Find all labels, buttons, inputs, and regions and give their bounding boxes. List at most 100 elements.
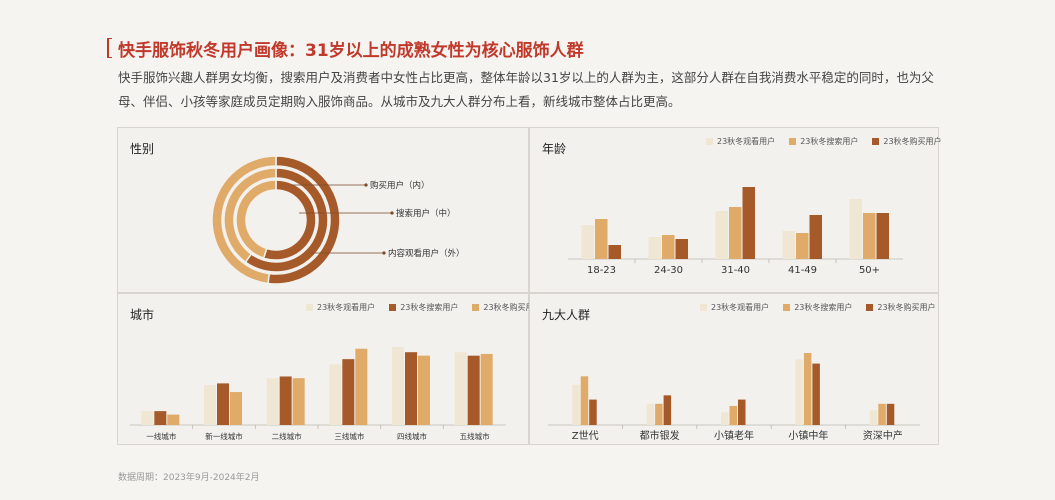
legend-item: 23秋冬购买用户 <box>472 302 542 313</box>
legend-label: 23秋冬购买用户 <box>883 137 942 146</box>
bar <box>392 347 404 425</box>
annotation-marker <box>382 251 386 255</box>
x-tick-label: 18-23 <box>587 265 616 276</box>
bar <box>572 384 580 425</box>
x-tick-label: 一线城市 <box>146 431 176 441</box>
page-title: 快手服饰秋冬用户画像：31岁以上的成熟女性为核心服饰人群 <box>118 41 584 61</box>
x-tick-label: Z世代 <box>572 430 599 442</box>
legend-item: 23秋冬观看用户 <box>700 302 769 313</box>
x-tick-label: 小镇老年 <box>714 429 754 442</box>
legend-item: 23秋冬搜索用户 <box>783 302 852 313</box>
bar <box>266 378 279 425</box>
donut-slice <box>211 155 277 285</box>
bar <box>154 411 167 425</box>
legend-item: 23秋冬购买用户 <box>872 136 942 147</box>
data-period-note: 数据周期：2023年9月-2024年2月 <box>118 473 260 483</box>
bar <box>480 353 493 425</box>
legend-swatch <box>783 304 791 311</box>
ring-label: 购买用户（内） <box>370 180 430 191</box>
age-bar-chart: 18-23 24-30 31-40 41-49 50+ <box>568 187 903 276</box>
bar <box>863 213 876 259</box>
x-tick-label: 41-49 <box>788 265 817 276</box>
bar <box>581 225 594 259</box>
legend-label: 23秋冬观看用户 <box>717 137 776 146</box>
x-tick-label: 四线城市 <box>397 431 427 441</box>
x-tick-label: 小镇中年 <box>788 429 828 442</box>
page-description: 快手服饰兴趣人群男女均衡，搜索用户及消费者中女性占比更高，整体年龄以31岁以上的… <box>118 70 934 109</box>
bar <box>655 403 663 425</box>
legend-swatch <box>389 304 397 311</box>
bar <box>454 352 467 425</box>
bar <box>648 237 661 259</box>
donut-slice <box>223 167 277 264</box>
age-panel: 年龄 23秋冬观看用户 23秋冬搜索用户 23秋冬购买用户 18-23 24-30… <box>529 127 942 293</box>
legend-item: 23秋冬购买用户 <box>866 302 936 313</box>
legend-swatch <box>706 138 713 145</box>
bar <box>876 213 889 259</box>
legend-item: 23秋冬搜索用户 <box>389 302 458 313</box>
bar <box>662 235 675 259</box>
bar <box>878 403 886 425</box>
gender-donut-chart: 购买用户（内） 搜索用户（中） 内容观看用户（外） <box>211 155 465 285</box>
bar <box>418 355 430 425</box>
bar <box>886 403 895 425</box>
bar <box>729 207 742 259</box>
legend-swatch <box>700 304 707 311</box>
x-tick-label: 三线城市 <box>334 431 364 441</box>
bar <box>646 403 655 425</box>
legend-label: 23秋冬观看用户 <box>711 303 770 312</box>
bar <box>608 245 621 259</box>
bar <box>329 364 342 425</box>
legend-swatch <box>789 138 797 145</box>
legend-label: 23秋冬搜索用户 <box>794 303 853 312</box>
groups-bar-chart: Z世代 都市银发 小镇老年 小镇中年 资深中产 <box>548 353 920 442</box>
bar <box>167 414 180 425</box>
x-tick-label: 50+ <box>859 265 880 276</box>
legend-item: 23秋冬观看用户 <box>706 136 775 147</box>
x-tick-label: 24-30 <box>654 265 683 276</box>
x-tick-label: 二线城市 <box>272 431 302 441</box>
title-accent-bar <box>107 38 112 58</box>
bar <box>279 376 292 425</box>
ring-label: 内容观看用户（外） <box>388 248 465 259</box>
x-tick-label: 新一线城市 <box>205 431 243 441</box>
city-bar-chart: 一线城市 新一线城市 二线城市 三线城市 四线城市 五线城市 <box>130 347 506 441</box>
legend-label: 23秋冬观看用户 <box>317 303 376 312</box>
legend-swatch <box>472 304 480 311</box>
age-title: 年龄 <box>542 142 567 156</box>
legend-item: 23秋冬观看用户 <box>306 302 375 313</box>
x-tick-label: 五线城市 <box>460 431 490 441</box>
city-title: 城市 <box>130 308 155 322</box>
groups-panel: 九大人群 23秋冬观看用户 23秋冬搜索用户 23秋冬购买用户 Z世代 都市银发 小… <box>529 293 939 445</box>
city-panel: 城市 23秋冬观看用户 23秋冬搜索用户 23秋冬购买用户 一线城市 新一线城市 二… <box>117 293 542 445</box>
legend-label: 23秋冬搜索用户 <box>800 137 859 146</box>
bar <box>796 233 809 259</box>
bar <box>141 411 154 425</box>
age-legend: 23秋冬观看用户 23秋冬搜索用户 23秋冬购买用户 <box>706 136 942 147</box>
bar <box>738 399 746 425</box>
bar <box>663 395 672 425</box>
bar <box>795 359 803 425</box>
ring-label: 搜索用户（中） <box>396 208 456 219</box>
legend-swatch <box>872 138 880 145</box>
gender-panel: 性别 购买用户（内） 搜索用户（中） 内容观看用户（外） <box>117 127 529 293</box>
bar <box>467 355 480 425</box>
bar <box>230 392 242 425</box>
bar <box>589 399 597 425</box>
bar <box>217 383 229 425</box>
legend-label: 23秋冬购买用户 <box>483 303 542 312</box>
gender-title: 性别 <box>130 142 155 156</box>
bar <box>721 412 729 425</box>
bar <box>729 405 737 425</box>
bar <box>595 219 608 259</box>
x-tick-label: 31-40 <box>721 265 750 276</box>
bar <box>742 187 755 259</box>
bar <box>405 352 417 425</box>
legend-item: 23秋冬搜索用户 <box>789 136 858 147</box>
donut-slice <box>235 179 277 259</box>
x-tick-label: 资深中产 <box>863 429 903 442</box>
bar <box>869 410 878 425</box>
bar <box>849 199 862 259</box>
bar <box>675 239 688 259</box>
bar <box>355 348 368 425</box>
